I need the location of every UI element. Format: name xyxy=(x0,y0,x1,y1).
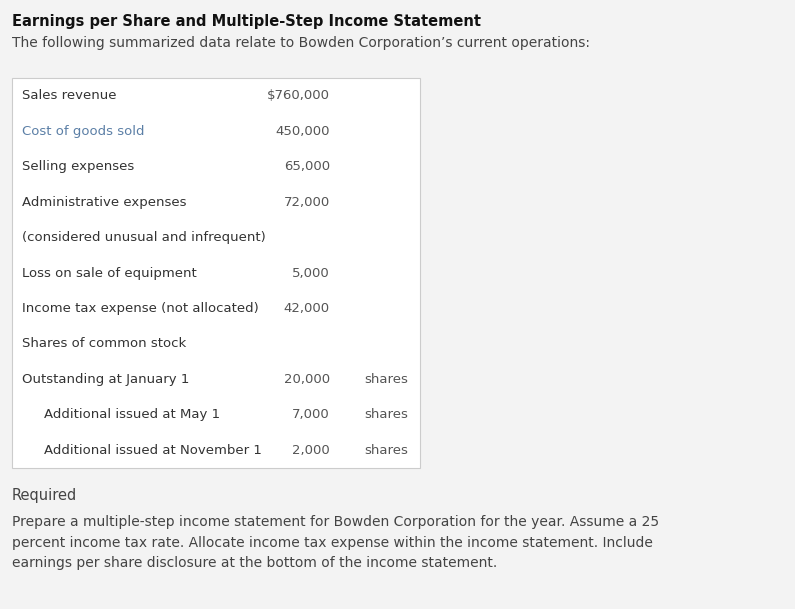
Text: Administrative expenses: Administrative expenses xyxy=(22,195,187,209)
Bar xyxy=(12,78,420,468)
Text: shares: shares xyxy=(364,373,408,386)
Text: 5,000: 5,000 xyxy=(293,267,330,280)
Text: Additional issued at November 1: Additional issued at November 1 xyxy=(44,444,262,457)
Text: Loss on sale of equipment: Loss on sale of equipment xyxy=(22,267,196,280)
Text: 65,000: 65,000 xyxy=(284,160,330,173)
Text: Required: Required xyxy=(12,488,77,503)
Text: $760,000: $760,000 xyxy=(267,90,330,102)
Text: 20,000: 20,000 xyxy=(284,373,330,386)
Text: 72,000: 72,000 xyxy=(284,195,330,209)
Text: 42,000: 42,000 xyxy=(284,302,330,315)
Text: Income tax expense (not allocated): Income tax expense (not allocated) xyxy=(22,302,258,315)
Text: Outstanding at January 1: Outstanding at January 1 xyxy=(22,373,189,386)
Text: Additional issued at May 1: Additional issued at May 1 xyxy=(44,408,220,421)
Text: Cost of goods sold: Cost of goods sold xyxy=(22,125,145,138)
Text: Earnings per Share and Multiple-Step Income Statement: Earnings per Share and Multiple-Step Inc… xyxy=(12,14,481,29)
Text: shares: shares xyxy=(364,444,408,457)
Text: The following summarized data relate to Bowden Corporation’s current operations:: The following summarized data relate to … xyxy=(12,36,590,50)
Text: 2,000: 2,000 xyxy=(293,444,330,457)
Text: Sales revenue: Sales revenue xyxy=(22,90,117,102)
Text: 450,000: 450,000 xyxy=(276,125,330,138)
Text: Selling expenses: Selling expenses xyxy=(22,160,134,173)
Text: (considered unusual and infrequent): (considered unusual and infrequent) xyxy=(22,231,266,244)
Text: Shares of common stock: Shares of common stock xyxy=(22,337,186,350)
Text: Prepare a multiple-step income statement for Bowden Corporation for the year. As: Prepare a multiple-step income statement… xyxy=(12,515,659,570)
Text: shares: shares xyxy=(364,408,408,421)
Text: 7,000: 7,000 xyxy=(293,408,330,421)
